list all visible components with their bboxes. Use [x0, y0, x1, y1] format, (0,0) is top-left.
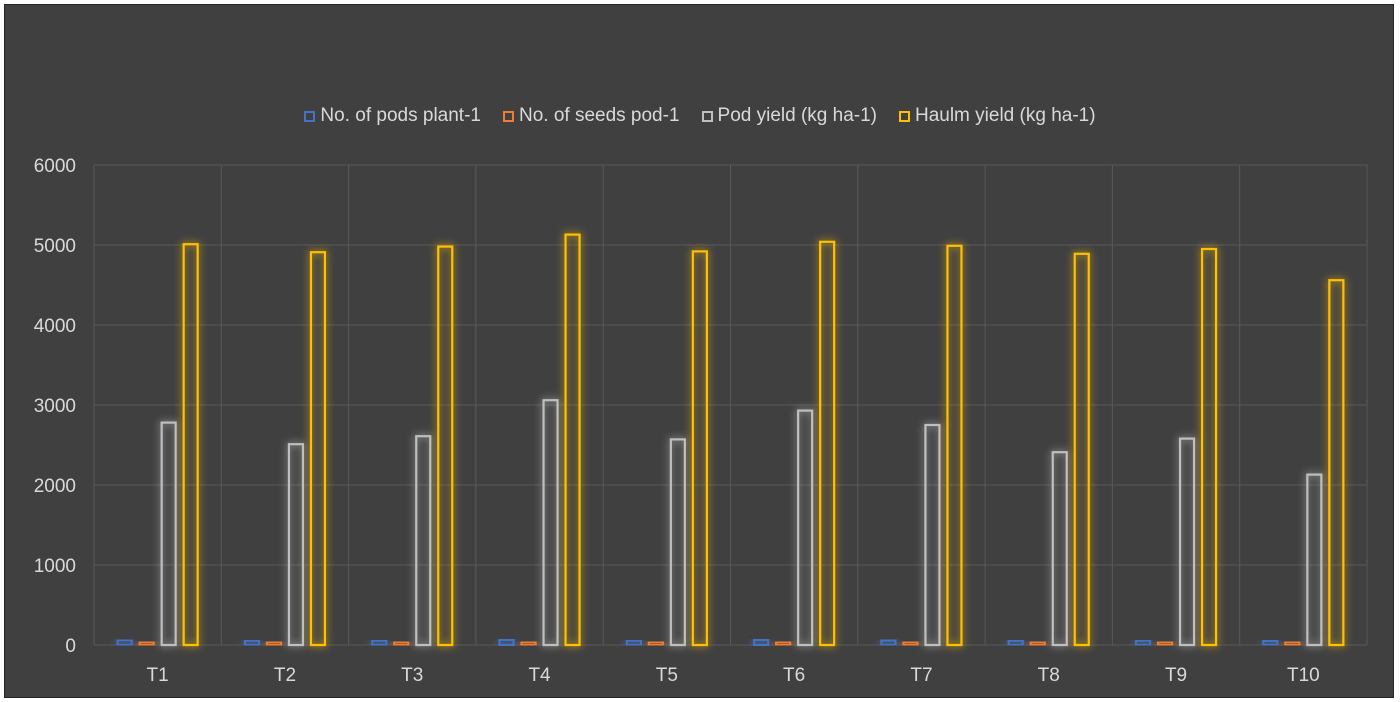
bar: [1134, 639, 1152, 647]
x-tick-label: T7: [910, 665, 932, 686]
bar: [669, 438, 686, 647]
x-tick-label: T10: [1287, 665, 1320, 686]
bar: [1200, 247, 1218, 647]
bar: [498, 638, 515, 647]
bar: [371, 639, 388, 647]
x-tick-label: T9: [1165, 665, 1187, 686]
bar: [160, 421, 177, 647]
x-tick-label: T2: [274, 665, 296, 686]
bar: [393, 640, 410, 647]
bar: [924, 423, 941, 647]
bar: [542, 399, 559, 647]
bar: [182, 243, 199, 647]
bar: [691, 250, 708, 647]
y-tick-label: 0: [65, 636, 76, 657]
y-tick-label: 3000: [34, 396, 76, 417]
bar: [116, 638, 133, 647]
legend-item-seeds-per-pod[interactable]: No. of seeds pod-1: [502, 105, 680, 127]
bar: [520, 640, 537, 647]
bar: [1156, 640, 1174, 647]
bar: [437, 245, 454, 647]
legend-item-haulm-yield[interactable]: Haulm yield (kg ha-1): [898, 105, 1096, 127]
bar: [880, 639, 897, 647]
x-tick-label: T3: [401, 665, 423, 686]
bar: [564, 233, 581, 647]
x-tick-label: T4: [528, 665, 551, 686]
axis-labels: 0 1000 2000 3000 4000 5000 6000 T1 T2 T3 T4 T5 T6 T7 T…: [34, 156, 1320, 686]
bar: [753, 638, 770, 647]
y-tick-label: 1000: [34, 556, 76, 577]
legend-swatch-haulm-yield: [898, 110, 910, 122]
bar: [309, 251, 327, 647]
x-tick-label: T6: [783, 665, 805, 686]
legend-label-pods-per-plant: No. of pods plant-1: [320, 105, 481, 126]
x-tick-label: T8: [1038, 665, 1060, 686]
bar: [1328, 279, 1345, 647]
bar: [1029, 640, 1046, 647]
bar: [1262, 639, 1279, 647]
bar-chart-plot: 0 1000 2000 3000 4000 5000 6000 T1 T2 T3 T4 T5 T6 T7 T…: [34, 156, 1368, 686]
y-tick-label: 6000: [34, 156, 76, 177]
bars: [116, 233, 1345, 647]
legend-swatch-pods-per-plant: [304, 110, 316, 122]
x-tick-label: T5: [656, 665, 678, 686]
bar: [797, 409, 814, 647]
bar: [819, 240, 836, 647]
gridlines: [93, 164, 1368, 646]
legend-label-haulm-yield: Haulm yield (kg ha-1): [914, 105, 1096, 126]
legend-label-seeds-per-pod: No. of seeds pod-1: [518, 105, 680, 126]
chart-legend: No. of pods plant-1 No. of seeds pod-1 P…: [5, 105, 1395, 127]
bar: [647, 640, 664, 647]
bar: [1178, 437, 1196, 647]
bar: [902, 640, 919, 647]
bar: [243, 639, 261, 647]
legend-swatch-pod-yield: [701, 110, 713, 122]
legend-swatch-seeds-per-pod: [502, 110, 514, 122]
bar: [625, 639, 642, 647]
bar: [415, 435, 432, 647]
bar: [138, 640, 155, 647]
bar: [1051, 451, 1068, 647]
x-tick-label: T1: [147, 665, 169, 686]
legend-label-pod-yield: Pod yield (kg ha-1): [717, 105, 877, 126]
chart-area: No. of pods plant-1 No. of seeds pod-1 P…: [4, 4, 1394, 698]
bar: [265, 640, 283, 647]
legend-item-pods-per-plant[interactable]: No. of pods plant-1: [304, 105, 481, 127]
y-tick-label: 2000: [34, 476, 76, 497]
bar: [775, 640, 792, 647]
bar: [946, 244, 963, 647]
bar: [1284, 640, 1301, 647]
bar: [1007, 639, 1024, 647]
bar: [287, 443, 305, 647]
y-tick-label: 5000: [34, 236, 76, 257]
bar: [1306, 473, 1323, 647]
y-tick-label: 4000: [34, 316, 76, 337]
legend-item-pod-yield[interactable]: Pod yield (kg ha-1): [701, 105, 877, 127]
bar: [1073, 252, 1090, 647]
